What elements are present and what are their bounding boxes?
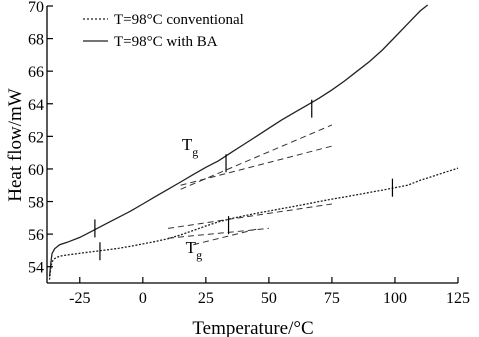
x-tick-label-4: 75	[324, 290, 340, 307]
y-tick-label-1: 56	[28, 227, 44, 244]
x-tick-label-1: 0	[139, 290, 147, 307]
y-axis-label: Heat flow/mW	[5, 88, 26, 202]
x-tick-label-5: 100	[383, 290, 407, 307]
y-tick-label-5: 64	[28, 97, 44, 114]
tg-annotation-0: Tg	[182, 135, 198, 159]
x-ticks: -25 0 25 50 75 100 125	[69, 277, 470, 307]
tangent-line-2	[167, 203, 333, 229]
y-tick-label-0: 54	[28, 260, 44, 277]
annotations: Tg Tg	[182, 135, 202, 262]
y-tick-label-2: 58	[28, 195, 44, 212]
x-tick-label-3: 50	[261, 290, 277, 307]
legend-entry-ba: T=98°C with BA	[114, 34, 218, 50]
tangent-lines	[167, 124, 333, 246]
tangent-line-0	[180, 124, 333, 190]
y-tick-label-6: 66	[28, 64, 44, 81]
x-tick-label-6: 125	[446, 290, 470, 307]
series-line-0	[48, 167, 459, 280]
y-ticks: 54 56 58 60 62 64 66 68 70	[28, 0, 53, 277]
series-group	[48, 4, 459, 280]
y-tick-label-4: 62	[28, 129, 44, 146]
x-tick-label-0: -25	[69, 290, 90, 307]
x-axis-label: Temperature/°C	[192, 318, 313, 337]
tangent-line-4	[193, 228, 257, 246]
y-tick-label-7: 68	[28, 32, 44, 49]
y-tick-label-8: 70	[28, 0, 44, 16]
y-tick-label-3: 60	[28, 162, 44, 179]
plot-area	[46, 4, 459, 284]
tick-marks	[94, 99, 394, 261]
tangent-line-1	[180, 145, 333, 186]
legend-entry-conventional: T=98°C conventional	[114, 12, 244, 28]
tg-annotation-1: Tg	[186, 238, 202, 262]
x-tick-label-2: 25	[198, 290, 214, 307]
legend: T=98°C conventional T=98°C with BA	[83, 12, 244, 50]
series-line-1	[48, 4, 429, 277]
